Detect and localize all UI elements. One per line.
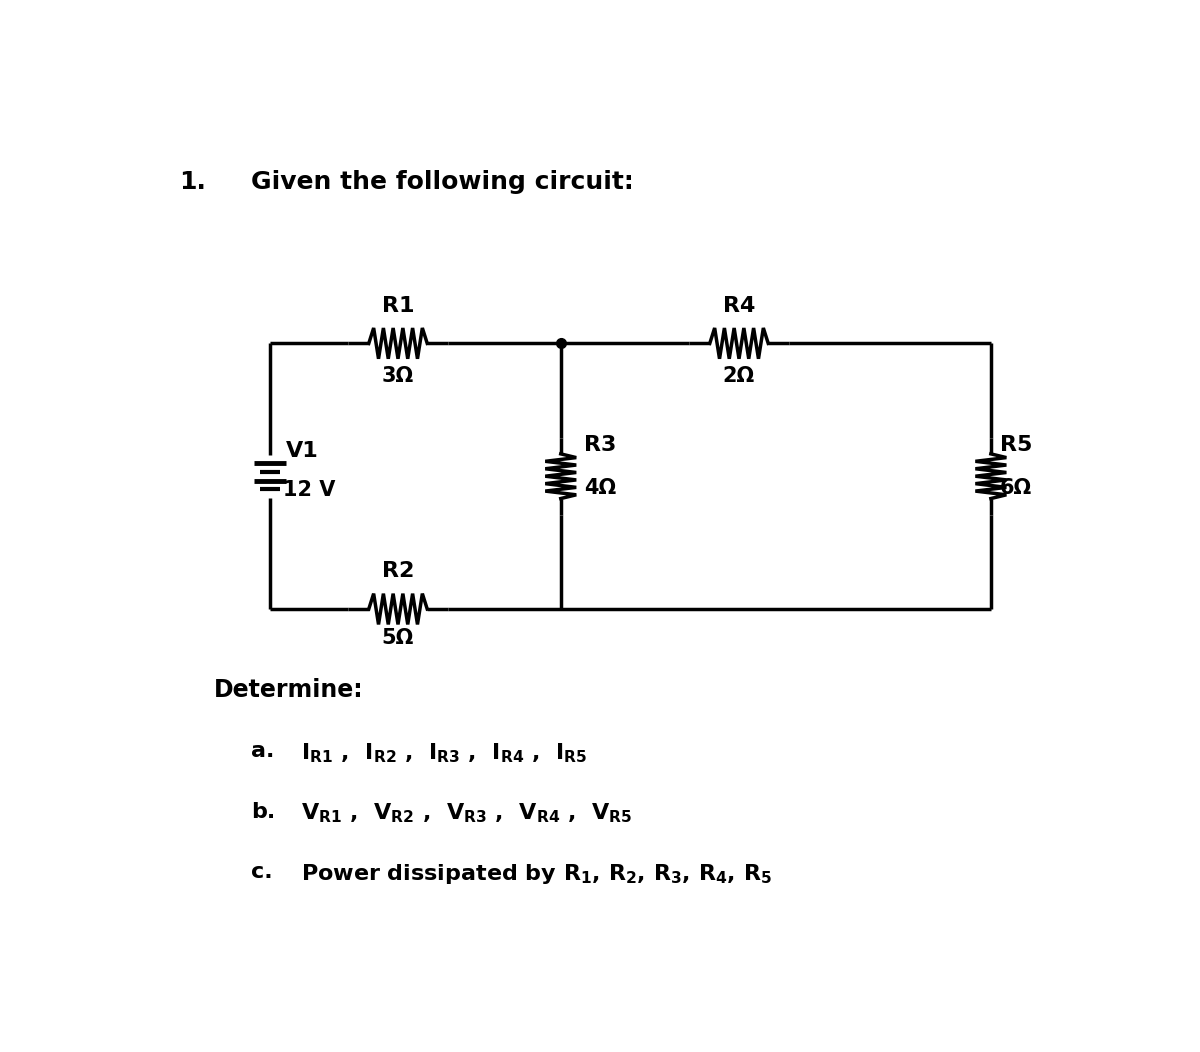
Text: R4: R4: [722, 296, 755, 316]
Text: 1.: 1.: [180, 170, 206, 195]
Text: a.: a.: [251, 742, 274, 762]
Text: 12 V: 12 V: [283, 480, 336, 500]
Text: R2: R2: [382, 562, 414, 582]
Text: 3Ω: 3Ω: [382, 366, 414, 386]
Text: c.: c.: [251, 862, 272, 882]
Text: V1: V1: [286, 441, 318, 461]
Text: Given the following circuit:: Given the following circuit:: [251, 170, 634, 195]
Text: 4Ω: 4Ω: [584, 478, 617, 498]
Text: R1: R1: [382, 296, 414, 316]
Text: I$_{\mathregular{R1}}$ ,  I$_{\mathregular{R2}}$ ,  I$_{\mathregular{R3}}$ ,  I$: I$_{\mathregular{R1}}$ , I$_{\mathregula…: [301, 742, 588, 765]
Text: Determine:: Determine:: [214, 679, 364, 703]
Text: V$_{\mathregular{R1}}$ ,  V$_{\mathregular{R2}}$ ,  V$_{\mathregular{R3}}$ ,  V$: V$_{\mathregular{R1}}$ , V$_{\mathregula…: [301, 802, 632, 825]
Text: 5Ω: 5Ω: [382, 628, 414, 648]
Text: R3: R3: [584, 434, 617, 454]
Text: b.: b.: [251, 802, 275, 822]
Text: 2Ω: 2Ω: [722, 366, 755, 386]
Text: 6Ω: 6Ω: [1000, 478, 1032, 498]
Text: Power dissipated by R$_{\mathregular{1}}$, R$_{\mathregular{2}}$, R$_{\mathregul: Power dissipated by R$_{\mathregular{1}}…: [301, 862, 772, 886]
Text: R5: R5: [1000, 434, 1032, 454]
